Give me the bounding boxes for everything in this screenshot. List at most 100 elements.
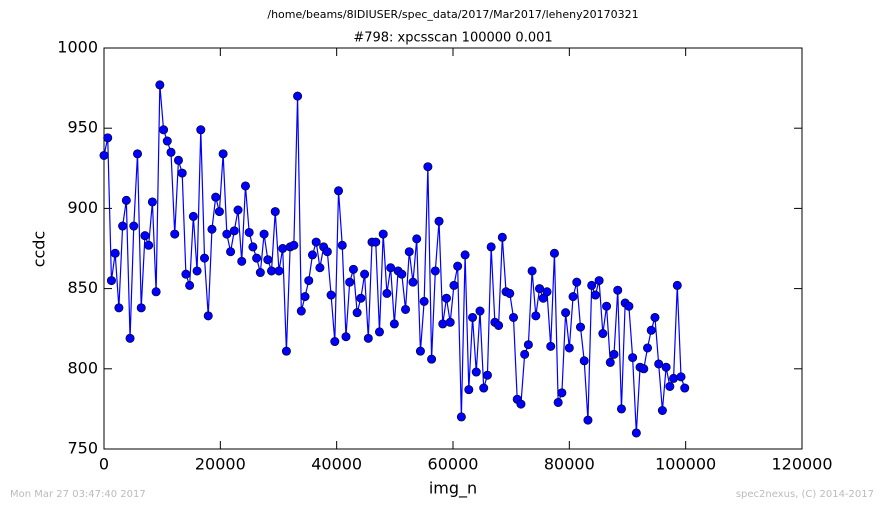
plot-frame <box>103 47 803 450</box>
data-point <box>520 349 530 359</box>
data-point <box>203 311 213 321</box>
data-point <box>263 255 273 265</box>
data-point <box>576 322 586 332</box>
data-point <box>155 80 165 90</box>
data-point <box>386 263 396 273</box>
data-point <box>200 253 210 263</box>
data-point <box>613 285 623 295</box>
y-tick-label: 900 <box>67 198 98 217</box>
x-tick-label: 120000 <box>771 455 832 474</box>
data-point <box>553 397 563 407</box>
data-point <box>237 256 247 266</box>
data-point <box>185 280 195 290</box>
data-point <box>419 296 429 306</box>
data-point <box>144 240 154 250</box>
data-point <box>643 343 653 353</box>
data-point <box>445 317 455 327</box>
data-point <box>374 327 384 337</box>
data-point <box>207 224 217 234</box>
x-axis-label: img_n <box>429 479 477 499</box>
data-point <box>624 301 634 311</box>
y-tick-label: 950 <box>67 118 98 137</box>
data-point <box>244 227 254 237</box>
data-point <box>453 261 463 271</box>
data-point <box>631 428 641 438</box>
data-point <box>259 229 269 239</box>
data-point <box>267 266 277 276</box>
data-point <box>121 195 131 205</box>
data-point <box>590 290 600 300</box>
data-point <box>572 277 582 287</box>
data-point <box>665 381 675 391</box>
data-point <box>579 356 589 366</box>
data-point <box>289 240 299 250</box>
data-point <box>427 354 437 364</box>
data-point <box>389 319 399 329</box>
data-point <box>129 221 139 231</box>
data-point <box>136 303 146 313</box>
data-point <box>557 388 567 398</box>
chart-subtitle: #798: xpcsscan 100000 0.001 <box>353 31 552 46</box>
data-point <box>147 197 157 207</box>
data-point <box>114 303 124 313</box>
data-point <box>356 293 366 303</box>
data-point <box>404 247 414 257</box>
data-point <box>304 276 314 286</box>
y-axis-label: ccdc <box>30 231 49 268</box>
data-point <box>270 207 280 217</box>
data-point <box>471 367 481 377</box>
data-point <box>397 269 407 279</box>
data-point <box>441 293 451 303</box>
data-point <box>549 248 559 258</box>
data-point <box>602 301 612 311</box>
data-point <box>672 280 682 290</box>
data-point <box>151 287 161 297</box>
data-point <box>676 372 686 382</box>
data-point <box>140 231 150 241</box>
data-point <box>311 237 321 247</box>
data-point <box>564 343 574 353</box>
data-point <box>214 207 224 217</box>
x-tick-label: 0 <box>99 455 109 474</box>
data-point <box>669 373 679 383</box>
data-point <box>531 311 541 321</box>
data-point <box>475 306 485 316</box>
chart-title: /home/beams/8IDIUSER/spec_data/2017/Mar2… <box>267 8 638 21</box>
data-point <box>594 276 604 286</box>
data-point <box>334 186 344 196</box>
data-point <box>352 308 362 318</box>
data-point <box>125 333 135 343</box>
data-point <box>255 268 265 278</box>
data-point <box>523 340 533 350</box>
data-point <box>159 125 169 135</box>
data-point <box>281 346 291 356</box>
data-point <box>296 306 306 316</box>
y-tick-label: 1000 <box>57 38 98 57</box>
data-point <box>177 168 187 178</box>
data-point <box>274 266 284 276</box>
data-point <box>341 332 351 342</box>
data-point <box>196 125 206 135</box>
data-point <box>363 333 373 343</box>
data-point <box>248 242 258 252</box>
data-point <box>162 136 172 146</box>
data-point <box>293 91 303 101</box>
data-point <box>561 308 571 318</box>
data-point <box>110 248 120 258</box>
data-point <box>650 312 660 322</box>
data-point <box>616 404 626 414</box>
y-tick-label: 850 <box>67 278 98 297</box>
data-point <box>181 269 191 279</box>
data-point <box>468 312 478 322</box>
data-point <box>348 264 358 274</box>
data-point <box>434 216 444 226</box>
footer-right: spec2nexus, (C) 2014-2017 <box>736 489 874 500</box>
data-point <box>360 269 370 279</box>
footer-left: Mon Mar 27 03:47:40 2017 <box>10 489 146 500</box>
data-point <box>639 364 649 374</box>
data-point <box>535 284 545 294</box>
data-point <box>605 357 615 367</box>
data-point <box>337 240 347 250</box>
data-point <box>646 325 656 335</box>
